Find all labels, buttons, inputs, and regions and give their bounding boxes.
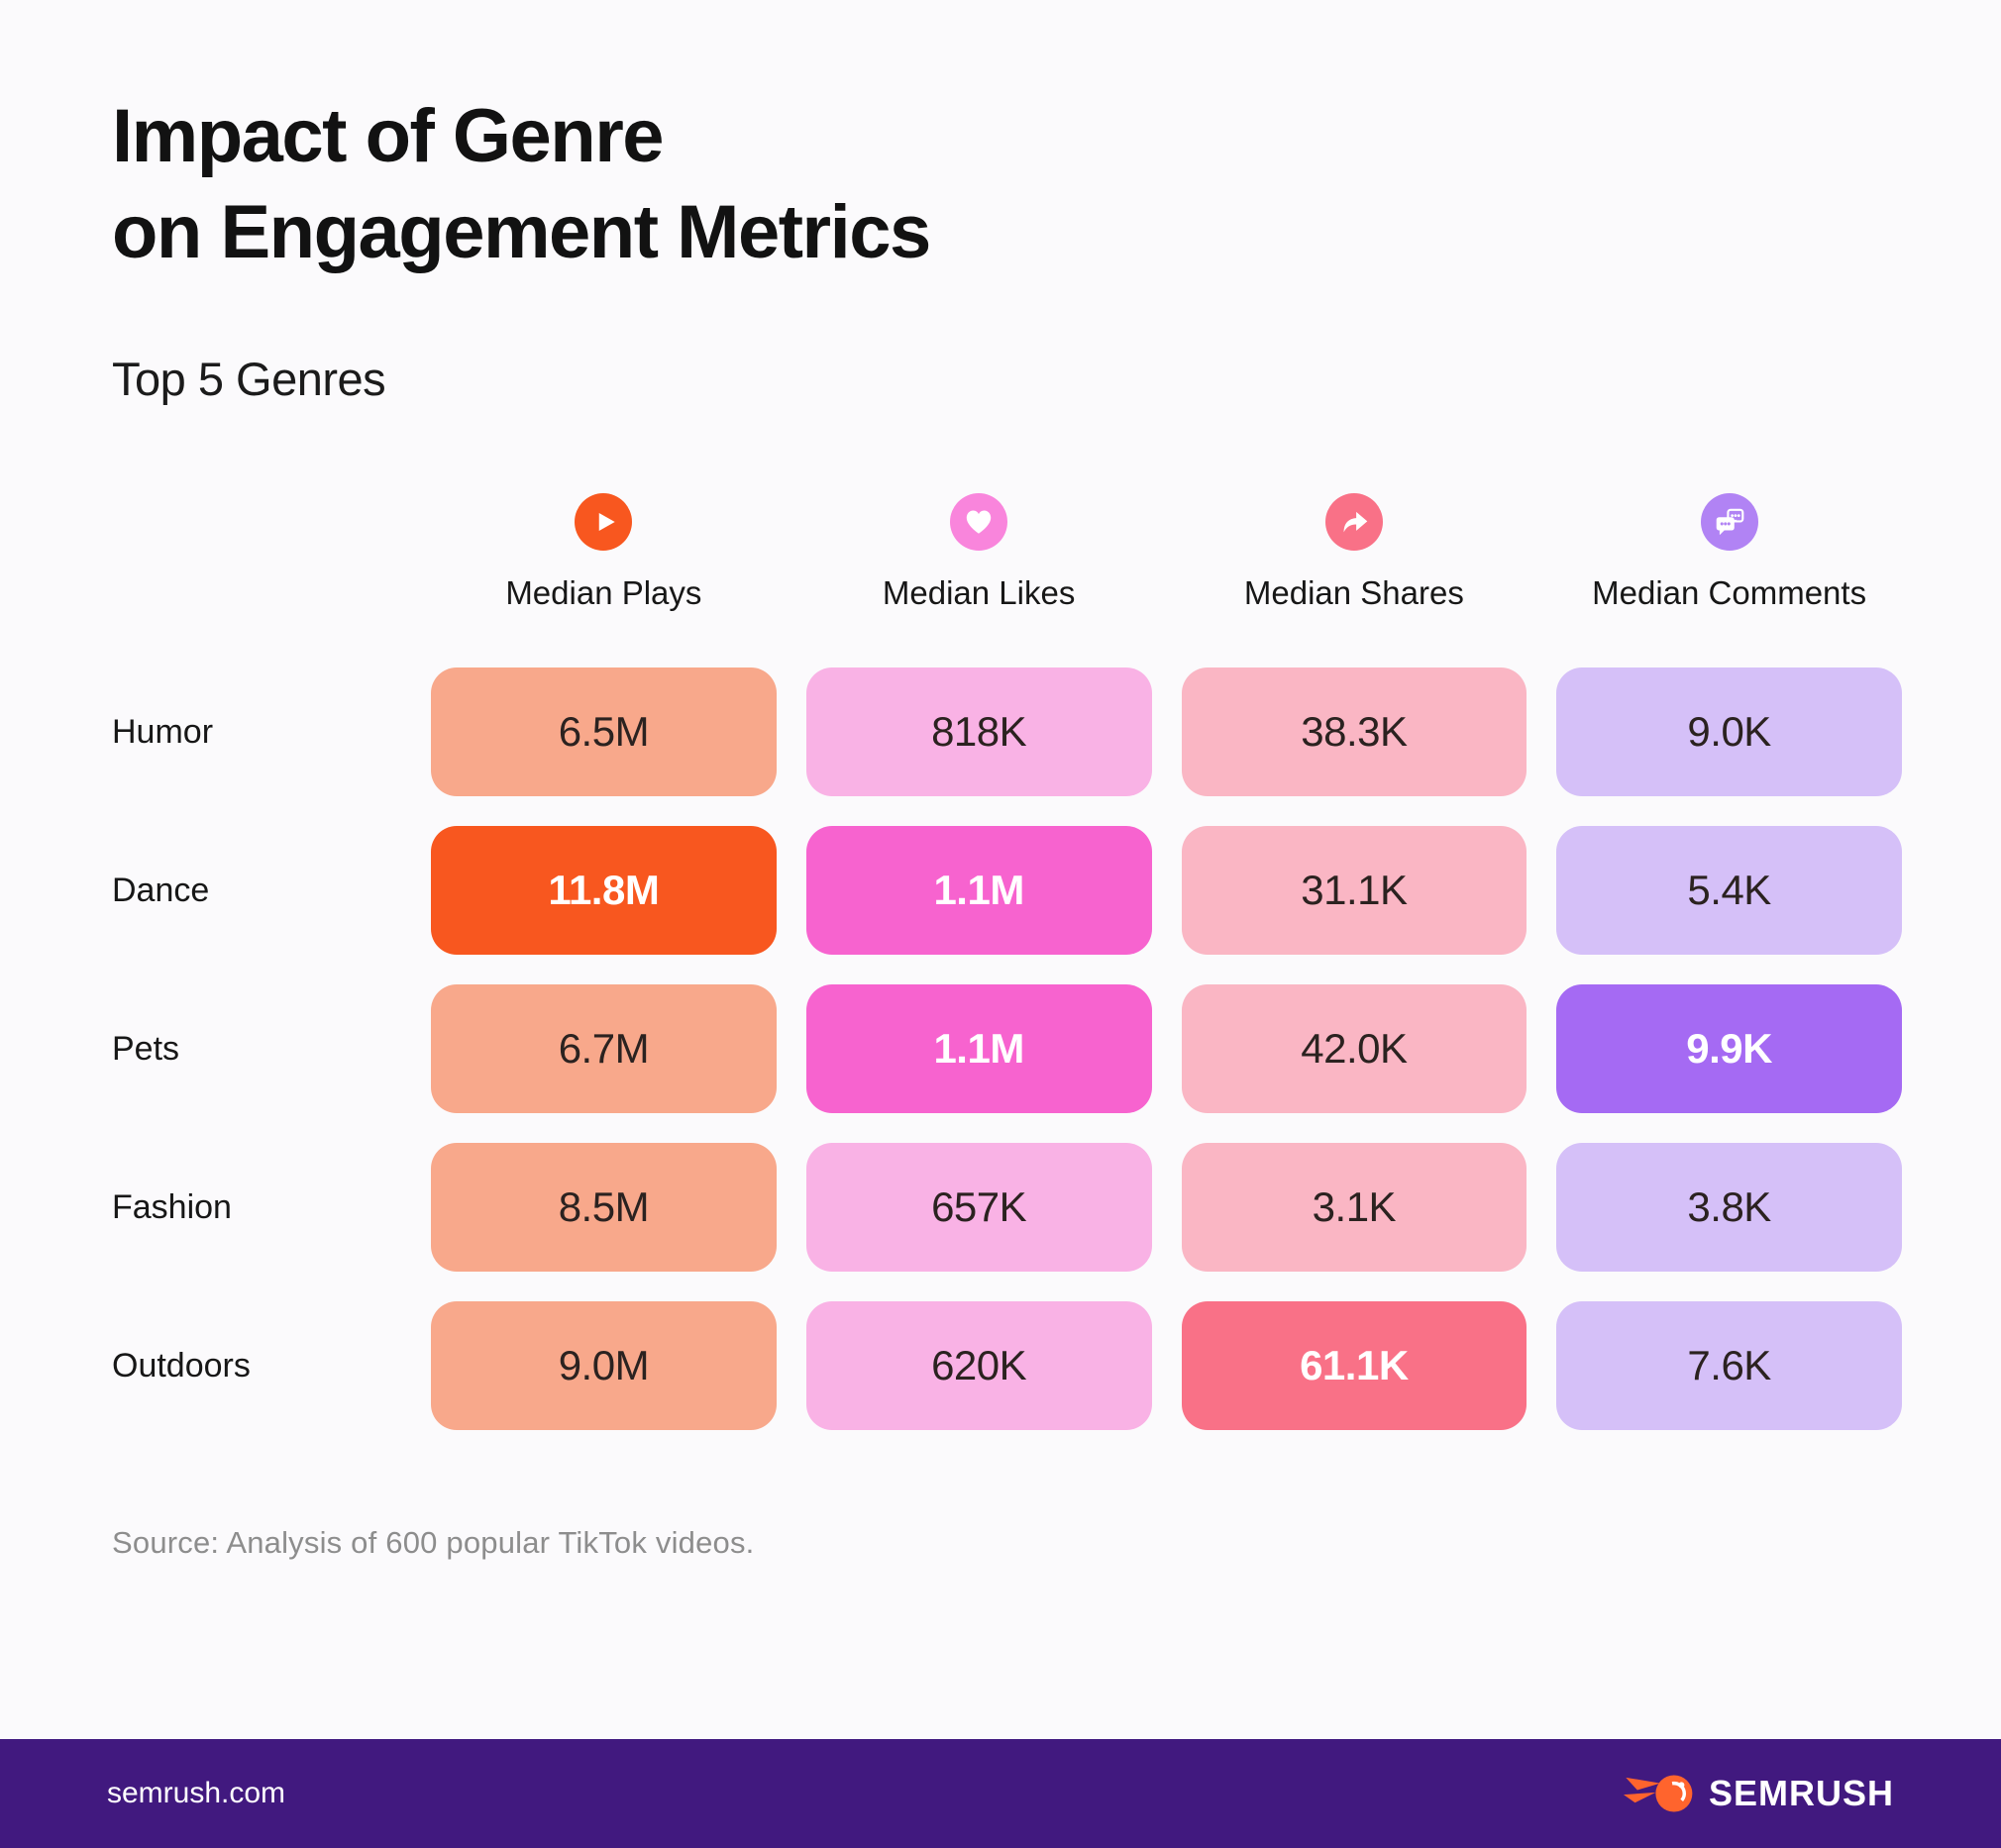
cell-fashion-plays: 8.5M — [431, 1143, 777, 1273]
infographic-body: Impact of Genre on Engagement Metrics To… — [112, 89, 1902, 1561]
source-note: Source: Analysis of 600 popular TikTok v… — [112, 1525, 755, 1561]
comments-icon — [1700, 493, 1758, 552]
genre-label-pets: Pets — [112, 1029, 180, 1068]
footer-bar: semrush.com SEMRUSH — [0, 1739, 2001, 1848]
column-header-shares: Median Shares — [1182, 493, 1527, 638]
cell-dance-plays: 11.8M — [431, 826, 777, 956]
share-icon — [1324, 493, 1383, 552]
semrush-brand-name: SEMRUSH — [1708, 1773, 1894, 1813]
cell-dance-shares: 31.1K — [1181, 826, 1527, 956]
heart-icon — [950, 493, 1008, 552]
cell-dance-comments: 5.4K — [1556, 826, 1902, 956]
page-title-line2: on Engagement Metrics — [112, 189, 931, 274]
column-header-plays: Median Plays — [431, 493, 777, 638]
page-title: Impact of Genre on Engagement Metrics — [112, 89, 1902, 280]
genre-label-humor: Humor — [112, 712, 214, 751]
page-subtitle: Top 5 Genres — [112, 353, 386, 406]
cell-humor-plays: 6.5M — [431, 667, 777, 797]
column-label-comments: Median Comments — [1592, 574, 1867, 612]
cell-pets-plays: 6.7M — [431, 984, 777, 1114]
genre-label-dance: Dance — [112, 871, 210, 909]
cell-outdoors-shares: 61.1K — [1181, 1301, 1527, 1431]
footer-site-url: semrush.com — [107, 1777, 286, 1809]
column-label-plays: Median Plays — [505, 574, 702, 612]
column-header-comments: Median Comments — [1556, 493, 1902, 638]
engagement-table: Median Plays Median Likes Median Shares Med… — [112, 493, 1902, 1431]
page-title-line1: Impact of Genre — [112, 94, 665, 178]
cell-humor-comments: 9.0K — [1556, 667, 1902, 797]
cell-pets-comments: 9.9K — [1556, 984, 1902, 1114]
cell-pets-likes: 1.1M — [805, 984, 1152, 1114]
genre-label-outdoors: Outdoors — [112, 1346, 251, 1385]
semrush-comet-icon — [1623, 1775, 1693, 1812]
cell-humor-shares: 38.3K — [1181, 667, 1527, 797]
cell-fashion-shares: 3.1K — [1181, 1143, 1527, 1273]
play-icon — [575, 493, 633, 552]
cell-pets-shares: 42.0K — [1181, 984, 1527, 1114]
cell-outdoors-plays: 9.0M — [431, 1301, 777, 1431]
semrush-logo: SEMRUSH — [1623, 1768, 1894, 1819]
cell-humor-likes: 818K — [805, 667, 1152, 797]
cell-fashion-likes: 657K — [805, 1143, 1152, 1273]
table-corner-spacer — [112, 565, 401, 566]
cell-fashion-comments: 3.8K — [1556, 1143, 1902, 1273]
column-label-shares: Median Shares — [1243, 574, 1464, 612]
cell-dance-likes: 1.1M — [805, 826, 1152, 956]
cell-outdoors-likes: 620K — [805, 1301, 1152, 1431]
column-header-likes: Median Likes — [806, 493, 1152, 638]
cell-outdoors-comments: 7.6K — [1556, 1301, 1902, 1431]
genre-label-fashion: Fashion — [112, 1187, 232, 1226]
column-label-likes: Median Likes — [882, 574, 1076, 612]
